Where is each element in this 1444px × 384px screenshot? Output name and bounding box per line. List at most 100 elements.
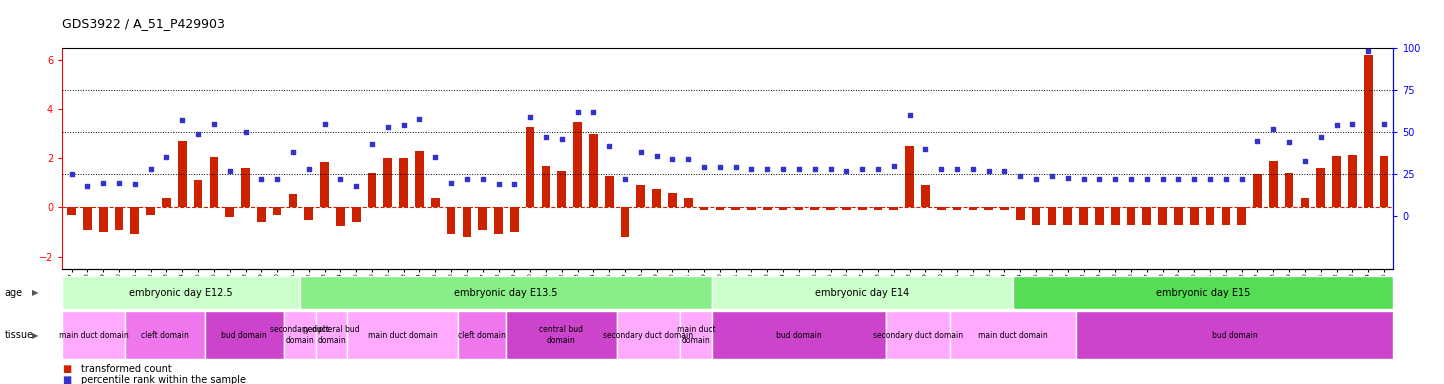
Bar [605,175,614,207]
Point [439,179,462,185]
Bar [205,311,284,359]
Bar [542,166,550,207]
Bar [1190,207,1199,225]
Bar [348,311,458,359]
Text: bud domain: bud domain [777,331,822,339]
Bar [62,276,300,309]
Point [250,176,273,182]
Point [661,156,684,162]
Bar [368,173,377,207]
Point [313,121,336,127]
Bar [762,207,771,210]
Text: ■: ■ [62,364,71,374]
Point [866,166,890,172]
Bar [98,207,107,232]
Bar [747,207,755,210]
Bar [62,311,126,359]
Text: ■: ■ [62,375,71,384]
Point [755,166,778,172]
Bar [617,311,680,359]
Bar [1001,207,1009,210]
Bar [810,207,819,210]
Bar [225,207,234,217]
Bar [321,162,329,207]
Bar [700,207,709,210]
Point [739,166,762,172]
Bar [494,207,503,235]
Point [1135,176,1158,182]
Point [534,134,557,140]
Text: main duct domain: main duct domain [59,331,129,339]
Point [582,109,605,115]
Bar [921,185,930,207]
Bar [478,207,487,230]
Point [1372,121,1395,127]
Point [345,183,368,189]
Point [1246,137,1269,144]
Point [819,166,842,172]
Text: peripheral bud
domain: peripheral bud domain [303,325,360,345]
Bar [950,311,1076,359]
Text: central bud
domain: central bud domain [540,325,583,345]
Point [1056,174,1079,180]
Text: cleft domain: cleft domain [458,331,505,339]
Point [1183,176,1206,182]
Point [202,121,225,127]
Bar [1379,156,1388,207]
Point [914,146,937,152]
Point [393,122,416,129]
Bar [1076,311,1393,359]
Bar [557,170,566,207]
Bar [1269,161,1278,207]
Point [1025,176,1048,182]
Bar [874,207,882,210]
Bar [684,198,693,207]
Bar [462,207,471,237]
Bar [1317,168,1326,207]
Point [1119,176,1142,182]
Point [1310,134,1333,140]
Point [471,176,494,182]
Text: cleft domain: cleft domain [142,331,189,339]
Point [898,112,921,118]
Point [297,166,321,172]
Bar [126,311,205,359]
Point [1356,48,1379,55]
Bar [858,207,866,210]
Bar [84,207,92,230]
Text: embryonic day E13.5: embryonic day E13.5 [453,288,557,298]
Point [946,166,969,172]
Text: embryonic day E12.5: embryonic day E12.5 [129,288,232,298]
Bar [526,126,534,207]
Bar [712,311,887,359]
Bar [400,159,409,207]
Bar [969,207,978,210]
Bar [680,311,712,359]
Bar [178,141,186,207]
Bar [842,207,851,210]
Point [423,154,446,161]
Bar [209,157,218,207]
Point [1087,176,1110,182]
Bar [510,207,518,232]
Point [1040,173,1063,179]
Bar [430,198,439,207]
Bar [193,180,202,207]
Bar [1014,276,1393,309]
Point [407,116,430,122]
Text: main duct domain: main duct domain [978,331,1048,339]
Point [1262,126,1285,132]
Bar [284,311,316,359]
Bar [669,193,677,207]
Point [377,124,400,130]
Text: embryonic day E14: embryonic day E14 [816,288,910,298]
Point [361,141,384,147]
Point [1214,176,1238,182]
Point [61,171,84,177]
Point [218,168,241,174]
Point [1071,176,1095,182]
Point [930,166,953,172]
Bar [712,276,1014,309]
Bar [1032,207,1041,225]
Text: main duct domain: main duct domain [368,331,438,339]
